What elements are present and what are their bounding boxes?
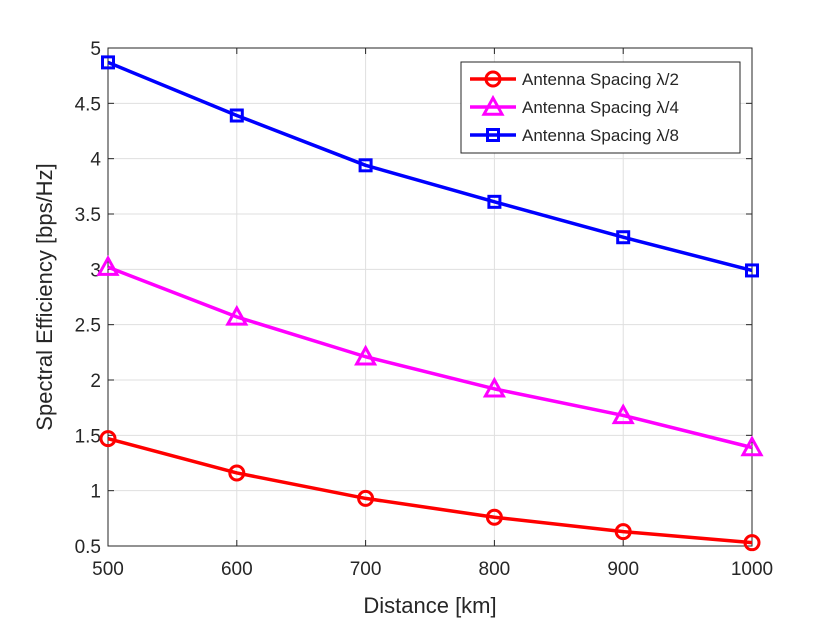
y-tick-label: 3.5 [75, 205, 101, 226]
x-tick-labels: 500 600 700 800 900 1000 [92, 559, 773, 580]
y-tick-label: 4 [90, 150, 101, 171]
y-tick-label: 2.5 [75, 316, 101, 337]
x-tick-label: 700 [350, 559, 382, 580]
data-point [611, 403, 635, 425]
data-point [99, 430, 117, 448]
data-point [358, 158, 373, 173]
series-line [107, 436, 753, 545]
data-point [745, 263, 759, 278]
series-group [96, 55, 764, 552]
y-axis-label: Spectral Efficiency [bps/Hz] [32, 163, 57, 430]
data-point [740, 435, 764, 457]
data-point [101, 55, 115, 70]
legend-item: Antenna Spacing λ/2 [470, 70, 679, 89]
legend-marker [486, 128, 500, 142]
x-tick-label: 1000 [731, 559, 773, 580]
data-point [487, 194, 502, 209]
y-tick-label: 5 [90, 39, 101, 60]
y-tick-label: 1.5 [75, 426, 101, 447]
data-point [354, 344, 378, 366]
data-point [485, 508, 503, 526]
legend-label: Antenna Spacing λ/8 [522, 126, 679, 145]
legend-label: Antenna Spacing λ/4 [522, 98, 679, 117]
legend-item: Antenna Spacing λ/8 [470, 126, 679, 145]
data-point [743, 534, 761, 552]
x-tick-label: 900 [607, 559, 639, 580]
series-line [107, 265, 753, 450]
data-point [96, 255, 120, 276]
data-point [357, 489, 375, 507]
axes [107, 47, 753, 547]
x-tick-label: 600 [221, 559, 253, 580]
data-point [616, 230, 631, 245]
axes-box [107, 47, 753, 547]
data-point [482, 376, 506, 398]
y-tick-label: 3 [90, 260, 101, 281]
y-tick-labels: 0.5 1 1.5 2 2.5 3 3.5 4 4.5 5 [75, 39, 102, 558]
y-tick-label: 2 [90, 371, 101, 392]
y-tick-label: 1 [90, 482, 101, 503]
legend-marker [484, 70, 502, 88]
series-1 [99, 430, 761, 552]
x-axis-label: Distance [km] [363, 593, 496, 618]
grid [107, 47, 753, 547]
data-point [225, 304, 249, 326]
data-point [228, 464, 246, 482]
legend-marker [481, 94, 505, 116]
series-line [107, 60, 753, 273]
series-3 [101, 55, 759, 278]
legend-item: Antenna Spacing λ/4 [470, 94, 679, 117]
x-tick-label: 800 [479, 559, 511, 580]
legend: Antenna Spacing λ/2 Antenna Spacing λ/4 An… [460, 61, 741, 154]
x-tick-label: 500 [92, 559, 124, 580]
y-tick-label: 4.5 [75, 94, 101, 115]
data-point [229, 108, 244, 123]
series-2 [96, 255, 764, 457]
data-point [614, 523, 632, 541]
y-tick-label: 0.5 [75, 537, 101, 558]
legend-label: Antenna Spacing λ/2 [522, 70, 679, 89]
